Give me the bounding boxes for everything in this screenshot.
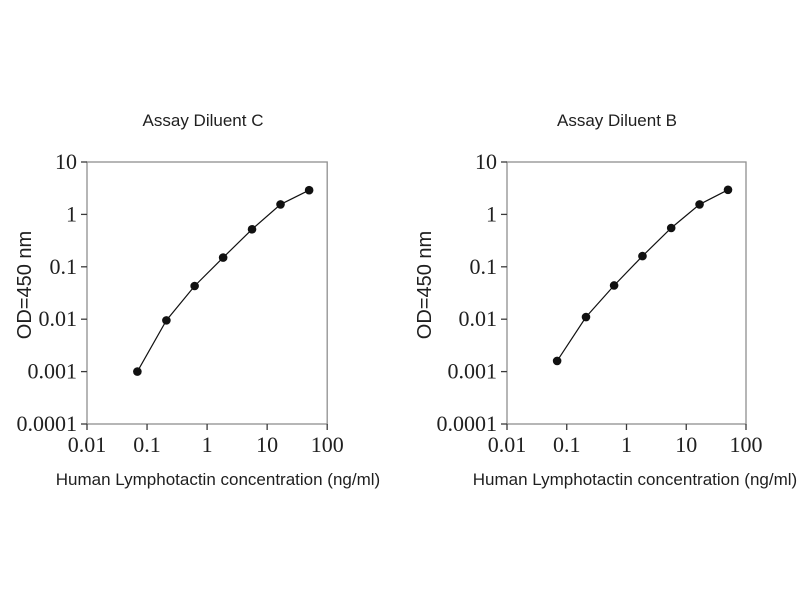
data-point xyxy=(723,185,733,195)
x-tick-label: 0.1 xyxy=(133,432,161,457)
y-tick-label: 0.001 xyxy=(28,359,78,384)
x-tick-label: 0.01 xyxy=(488,432,527,457)
x-axis-label: Human Lymphotactin concentration (ng/ml) xyxy=(56,470,380,489)
x-tick-label: 10 xyxy=(256,432,278,457)
plot-frame xyxy=(86,161,328,425)
plot-frame xyxy=(506,161,747,425)
data-point xyxy=(609,281,619,290)
data-point xyxy=(162,316,171,325)
data-point xyxy=(695,200,704,209)
x-tick-label: 0.1 xyxy=(553,432,581,457)
data-point xyxy=(581,312,591,322)
data-point xyxy=(190,281,199,291)
x-axis-label: Human Lymphotactin concentration (ng/ml) xyxy=(473,470,797,489)
x-tick-label: 1 xyxy=(621,432,632,457)
x-tick-label: 1 xyxy=(202,432,213,457)
chart-title: Assay Diluent B xyxy=(557,111,677,130)
y-tick-label: 1 xyxy=(486,201,497,226)
y-tick-label: 0.1 xyxy=(50,254,78,279)
data-point xyxy=(133,367,142,376)
data-point xyxy=(552,356,562,366)
series-line xyxy=(556,189,729,362)
data-point xyxy=(247,224,257,234)
y-tick-label: 0.0001 xyxy=(17,411,78,436)
series-line xyxy=(136,189,310,372)
x-tick-label: 100 xyxy=(311,432,344,457)
x-tick-label: 10 xyxy=(675,432,697,457)
y-axis-label: OD=450 nm xyxy=(14,231,36,339)
data-point xyxy=(666,223,676,233)
chart-title: Assay Diluent C xyxy=(143,111,264,130)
y-tick-label: 1 xyxy=(66,201,77,226)
data-point xyxy=(276,200,285,209)
data-point xyxy=(638,251,647,261)
y-tick-label: 0.0001 xyxy=(437,411,498,436)
y-axis-label: OD=450 nm xyxy=(414,231,436,339)
y-tick-label: 0.1 xyxy=(470,254,498,279)
y-tick-label: 10 xyxy=(475,149,497,174)
y-tick-label: 0.001 xyxy=(448,359,498,384)
x-tick-label: 0.01 xyxy=(68,432,107,457)
x-tick-label: 100 xyxy=(730,432,763,457)
y-tick-label: 10 xyxy=(55,149,77,174)
y-tick-label: 0.01 xyxy=(459,306,498,331)
data-point xyxy=(304,185,314,195)
data-point xyxy=(218,253,228,262)
y-tick-label: 0.01 xyxy=(39,306,78,331)
